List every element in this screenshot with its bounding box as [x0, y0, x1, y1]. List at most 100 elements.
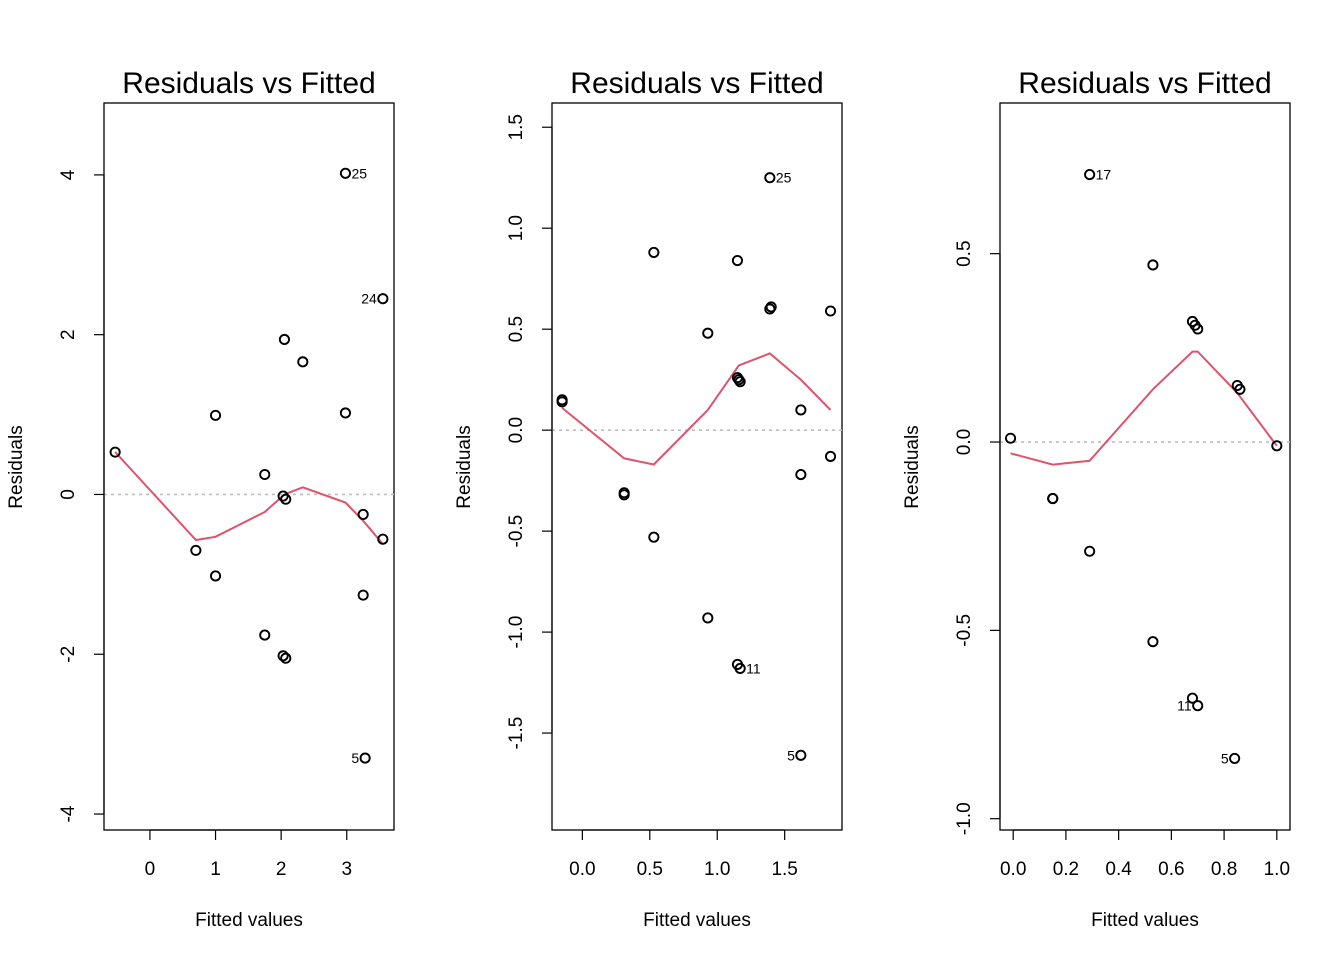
- panel-1-xlabel: Fitted values: [195, 910, 303, 931]
- panel-3-x-tick-label: 0.4: [1105, 859, 1132, 880]
- panel-2-residual-point: [702, 327, 714, 339]
- panel-2-y-tick-label: -0.5: [506, 515, 527, 548]
- panel-3-residual-point: [1147, 636, 1159, 648]
- panel-1-residual-point: [209, 570, 222, 582]
- panel-3-residual-point: [1147, 259, 1159, 271]
- panel-3-title: Residuals vs Fitted: [1018, 67, 1271, 100]
- panel-2-y-tick-label: -1.5: [506, 717, 527, 750]
- panel-1-x-tick-label: 2: [276, 859, 287, 880]
- panel-3-xlabel: Fitted values: [1091, 910, 1199, 931]
- panel-3-residual-point: [1192, 700, 1204, 712]
- panel-3-y-tick-label: 0.5: [954, 240, 975, 266]
- panel-1-residual-point: [277, 650, 289, 662]
- panel-1-residual-point: [339, 407, 351, 419]
- panel-1-y-tick-label: -4: [58, 805, 79, 822]
- panel-2-residual-point: [733, 374, 745, 386]
- panel-3-outlier-label: 17: [1096, 167, 1112, 183]
- panel-2-x-tick-label: 1.0: [704, 859, 730, 880]
- panel-1-residual-point: [259, 629, 271, 641]
- panel-2-y-tick-label: 1.5: [506, 114, 527, 140]
- panel-1-residual-point: [277, 490, 289, 502]
- panel-2-residual-point: [765, 301, 777, 313]
- panel-2-x-tick-label: 1.5: [771, 859, 797, 880]
- panel-1-residual-point: [280, 652, 292, 664]
- panel-2-x-tick-label: 0.0: [569, 859, 595, 880]
- panel-1-y-tick-label: 2: [58, 329, 79, 340]
- panel-2-outlier-label: 11: [746, 660, 761, 676]
- panel-3-residual-point: [1084, 169, 1096, 181]
- panel-3: Residuals vs Fitted Fitted values Residu…: [902, 67, 1291, 931]
- panel-3-y-tick-label: -1.0: [954, 802, 975, 835]
- panel-3-residual-point: [1271, 440, 1283, 452]
- panel-2-residual-point: [702, 612, 714, 624]
- panel-1-residual-point: [109, 446, 121, 458]
- panel-3-ylabel: Residuals: [902, 425, 923, 508]
- panel-3-residual-point: [1192, 323, 1204, 335]
- panel-1-residual-point: [339, 167, 351, 179]
- panel-2-residual-point: [824, 450, 837, 462]
- panel-2-y-tick-label: 0.0: [506, 417, 527, 443]
- panel-1-residual-point: [280, 493, 292, 505]
- panel-3-residual-point: [1234, 383, 1246, 395]
- panel-2-smoother-line: [561, 352, 832, 466]
- panel-3-residual-point: [1229, 752, 1241, 764]
- panel-1-residual-point: [359, 752, 371, 764]
- panel-2-residual-point: [648, 531, 660, 543]
- panel-1-x-tick-label: 0: [145, 859, 156, 880]
- panel-1-residual-point: [357, 589, 369, 601]
- panel-1-outlier-label: 25: [351, 165, 367, 181]
- panel-1: Residuals vs Fitted Fitted values Residu…: [6, 67, 395, 931]
- panel-1-y-tick-label: 0: [58, 489, 79, 500]
- panel-3-x-tick-label: 0.2: [1053, 859, 1079, 880]
- panel-3-x-tick-label: 0.0: [1000, 859, 1026, 880]
- panel-1-y-tick-label: -2: [58, 646, 79, 663]
- panel-2-residual-point: [795, 749, 807, 761]
- panel-1-residual-point: [209, 409, 222, 421]
- panel-2-residual-point: [648, 246, 660, 258]
- panel-3-residual-point: [1047, 492, 1059, 505]
- panel-2-y-tick-label: -1.0: [506, 616, 527, 649]
- panel-3-y-tick-label: -0.5: [954, 614, 975, 647]
- panel-2-residual-point: [734, 662, 746, 674]
- panel-1-residual-point: [278, 333, 290, 346]
- panel-2-y-tick-label: 1.0: [506, 215, 527, 241]
- panel-1-y-tick-label: 4: [58, 169, 79, 180]
- panel-1-outlier-label: 24: [361, 291, 377, 307]
- panel-3-x-tick-label: 1.0: [1264, 859, 1290, 880]
- panel-3-residual-point: [1186, 692, 1199, 704]
- panel-1-outlier-label: 5: [351, 750, 359, 766]
- panel-1-x-tick-label: 1: [210, 859, 221, 880]
- panel-1-residual-point: [377, 293, 389, 305]
- panel-1-residual-point: [357, 508, 369, 520]
- panel-2-residual-point: [795, 404, 807, 416]
- panel-3-y-tick-label: 0.0: [954, 429, 975, 455]
- panel-2: Residuals vs Fitted Fitted values Residu…: [454, 67, 843, 931]
- panel-1-x-tick-label: 3: [341, 859, 352, 880]
- panel-2-residual-point: [731, 254, 744, 267]
- panel-3-x-tick-label: 0.6: [1158, 859, 1184, 880]
- panel-2-residual-point: [556, 396, 568, 408]
- panel-2-residual-point: [795, 469, 807, 481]
- panel-1-residual-point: [190, 544, 202, 556]
- panel-2-xlabel: Fitted values: [643, 910, 751, 931]
- panel-2-residual-point: [824, 305, 837, 317]
- panel-3-residual-point: [1084, 545, 1096, 557]
- panel-2-y-tick-label: 0.5: [506, 316, 527, 342]
- panel-3-outlier-label: 5: [1221, 750, 1229, 766]
- panel-2-residual-point: [764, 172, 776, 184]
- panel-2-residual-point: [618, 489, 630, 501]
- panel-1-ylabel: Residuals: [6, 425, 27, 508]
- panel-2-x-tick-label: 0.5: [637, 859, 663, 880]
- panel-3-residual-point: [1004, 432, 1017, 444]
- panel-3-smoother-line: [1010, 350, 1278, 466]
- panel-3-x-tick-label: 0.8: [1211, 859, 1237, 880]
- panel-2-outlier-label: 25: [776, 170, 792, 186]
- panel-2-outlier-label: 5: [787, 747, 795, 763]
- panel-1-title: Residuals vs Fitted: [122, 67, 375, 100]
- panel-3-outlier-label: 11: [1177, 698, 1192, 714]
- panel-2-title: Residuals vs Fitted: [570, 67, 823, 100]
- panel-1-residual-point: [297, 356, 309, 368]
- panel-1-residual-point: [259, 468, 271, 481]
